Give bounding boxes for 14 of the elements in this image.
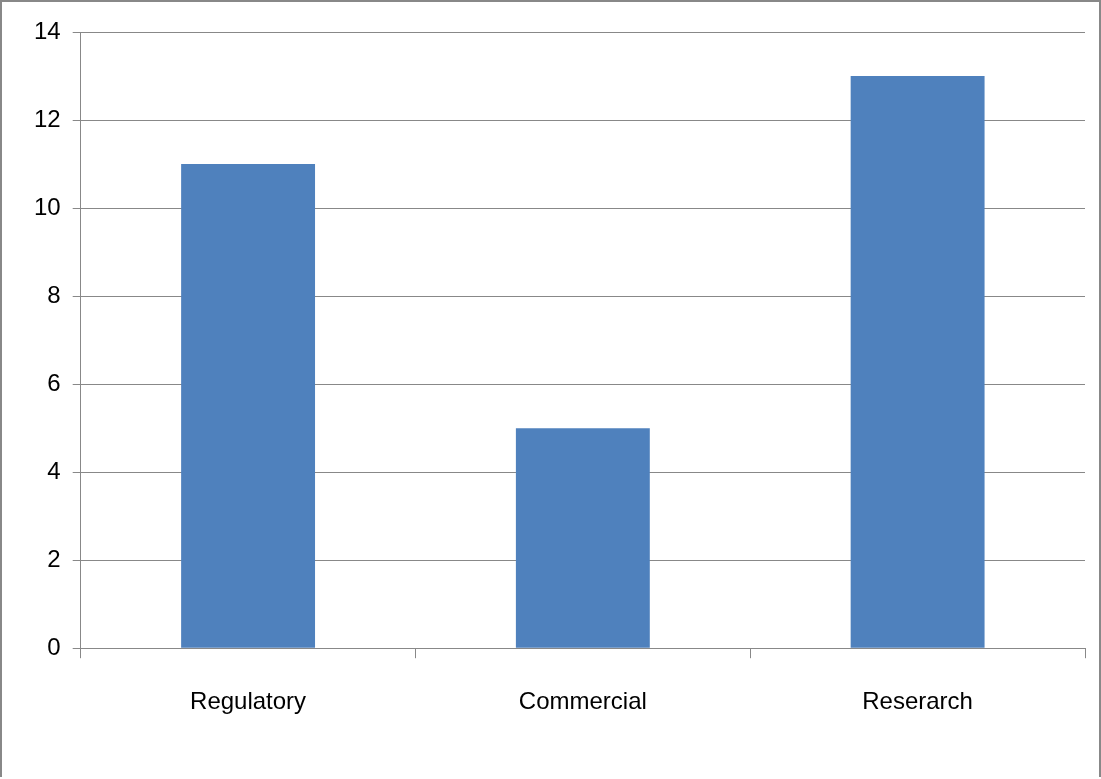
y-tick-label: 6 <box>47 368 61 396</box>
y-tick-label: 10 <box>33 192 61 220</box>
y-tick-label: 8 <box>47 280 61 308</box>
bar <box>850 76 985 648</box>
y-tick-label: 0 <box>47 632 61 660</box>
x-tick-label: Reserarch <box>862 687 973 715</box>
x-tick-label: Commercial <box>518 687 647 715</box>
x-tick-label: Regulatory <box>190 687 307 715</box>
bar <box>515 428 650 648</box>
bar <box>181 164 316 648</box>
y-tick-label: 2 <box>47 544 61 572</box>
y-tick-label: 14 <box>33 16 61 44</box>
y-tick-label: 12 <box>33 104 61 132</box>
y-tick-label: 4 <box>47 456 61 484</box>
